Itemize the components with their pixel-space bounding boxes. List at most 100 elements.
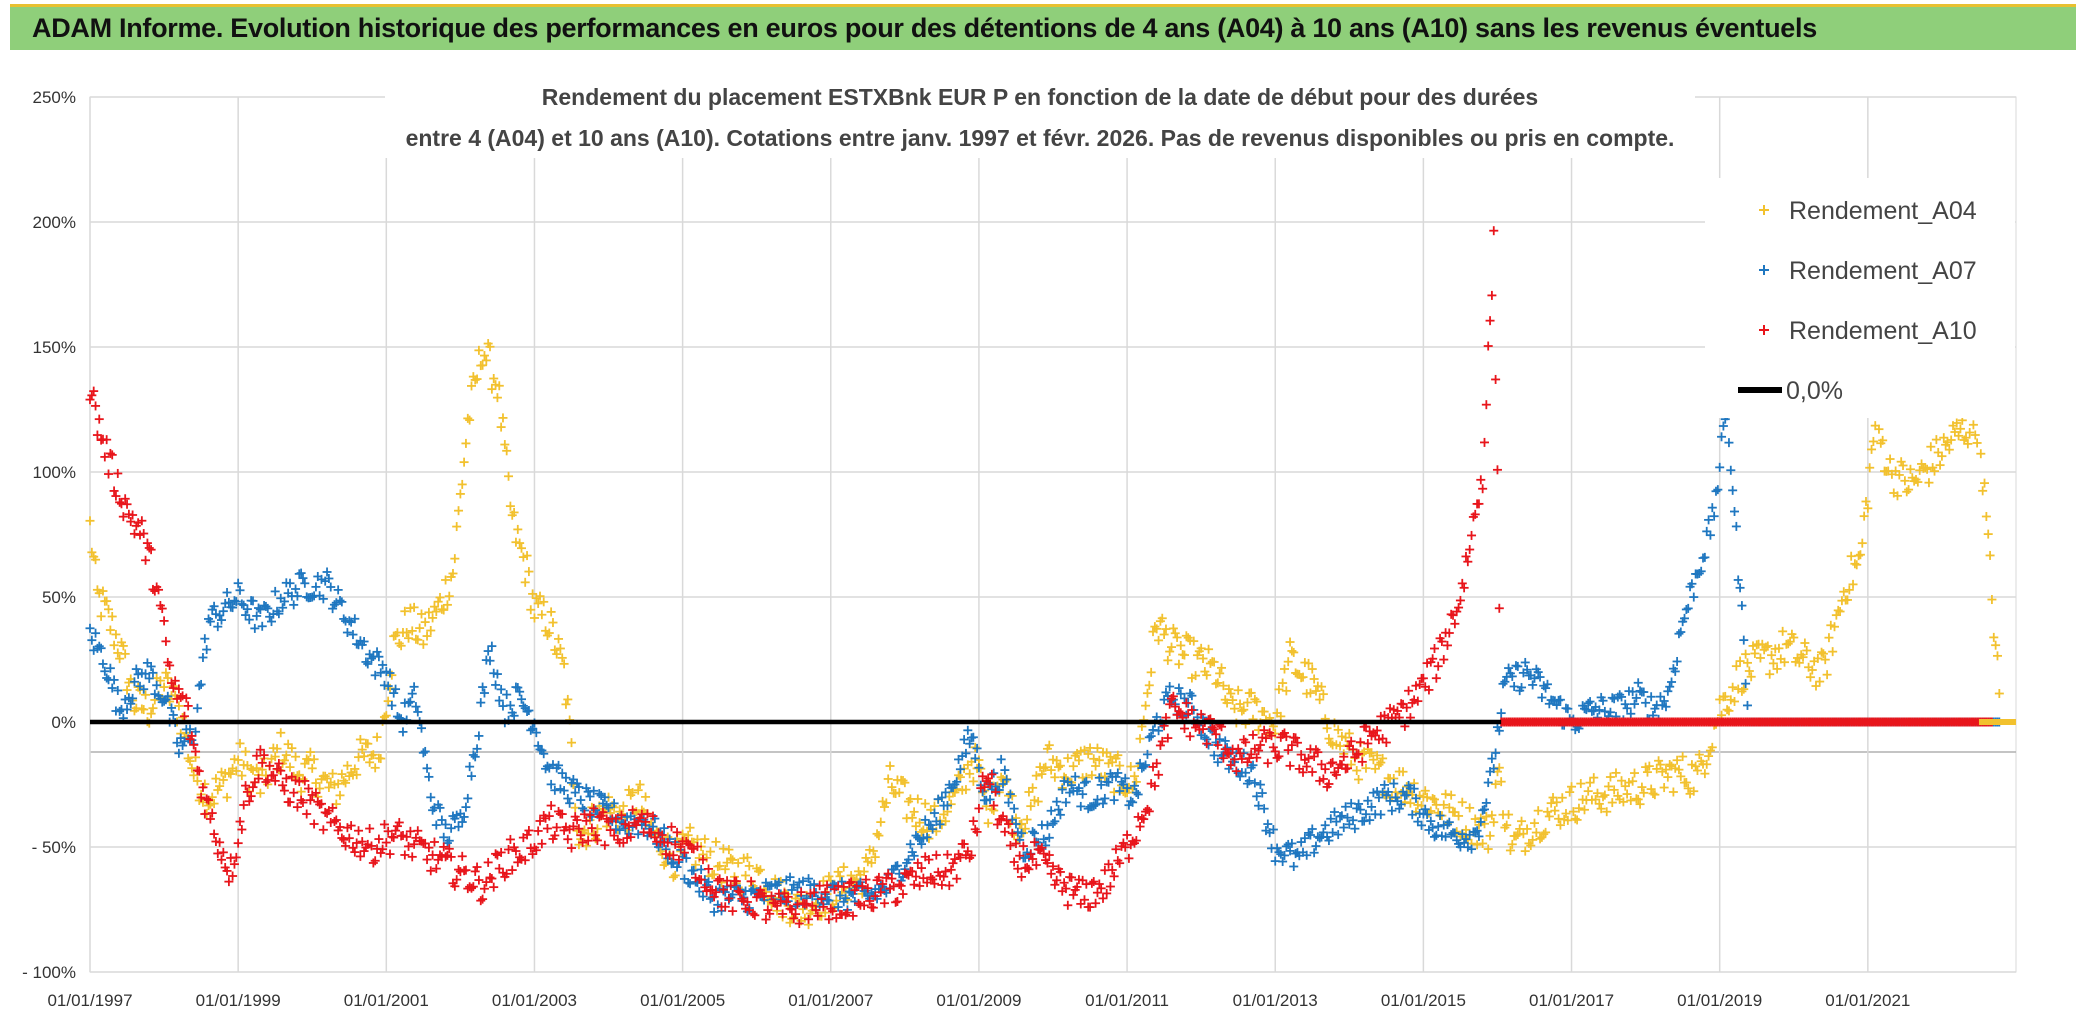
data-point	[1028, 827, 1038, 837]
data-point	[1179, 650, 1189, 660]
data-point	[1517, 816, 1527, 826]
data-point	[209, 799, 219, 809]
data-point	[935, 819, 945, 829]
data-point	[1046, 765, 1056, 775]
data-point	[515, 538, 525, 548]
data-point	[987, 769, 997, 779]
data-point	[1176, 640, 1186, 650]
data-point	[1185, 688, 1195, 698]
data-point	[381, 711, 391, 721]
data-point	[1120, 773, 1130, 783]
data-point	[128, 510, 138, 520]
data-point	[1374, 793, 1384, 803]
data-point	[178, 741, 188, 751]
data-point	[1333, 725, 1343, 735]
data-point	[818, 902, 828, 912]
data-point	[1005, 840, 1015, 850]
data-point	[196, 679, 206, 689]
data-point	[804, 914, 814, 924]
data-point	[1459, 583, 1469, 593]
data-point	[898, 889, 908, 899]
data-point	[1139, 762, 1149, 772]
data-point	[509, 711, 519, 721]
data-point	[1494, 726, 1504, 736]
data-point	[679, 848, 689, 858]
data-point	[1730, 696, 1740, 706]
data-point	[1233, 744, 1243, 754]
data-point	[402, 628, 412, 638]
data-point	[357, 745, 367, 755]
data-point	[196, 793, 206, 803]
data-point	[341, 778, 351, 788]
data-point	[1487, 754, 1497, 764]
data-point	[885, 761, 895, 771]
data-point	[444, 844, 454, 854]
data-point	[1702, 759, 1712, 769]
data-point	[218, 847, 228, 857]
data-point	[254, 774, 264, 784]
data-point	[931, 850, 941, 860]
data-point	[1489, 226, 1499, 236]
data-point	[450, 881, 460, 891]
data-point	[207, 808, 217, 818]
data-point	[266, 617, 276, 627]
data-point	[709, 907, 719, 917]
data-point	[1283, 745, 1293, 755]
data-point	[1478, 838, 1488, 848]
data-point	[1439, 800, 1449, 810]
data-point	[1513, 661, 1523, 671]
data-point	[492, 669, 502, 679]
data-point	[1970, 430, 1980, 440]
data-point	[874, 831, 884, 841]
data-point	[1741, 649, 1751, 659]
data-point	[479, 884, 489, 894]
data-point	[817, 894, 827, 904]
data-point	[794, 919, 804, 929]
data-point	[1242, 757, 1252, 767]
data-point	[667, 859, 677, 869]
data-point	[924, 855, 934, 865]
data-point	[344, 616, 354, 626]
data-point	[696, 875, 706, 885]
data-point	[1089, 877, 1099, 887]
data-point	[385, 849, 395, 859]
x-tick-label: 01/01/2017	[1529, 991, 1614, 1010]
data-point	[557, 653, 567, 663]
data-point	[578, 838, 588, 848]
data-point	[1861, 496, 1871, 506]
data-point	[1113, 768, 1123, 778]
data-point	[1407, 810, 1417, 820]
data-point	[261, 601, 271, 611]
data-point	[1639, 788, 1649, 798]
data-point	[404, 841, 414, 851]
data-point	[1015, 851, 1025, 861]
data-point	[909, 880, 919, 890]
data-point	[1396, 799, 1406, 809]
data-point	[1402, 703, 1412, 713]
data-point	[1481, 812, 1491, 822]
data-point	[552, 649, 562, 659]
data-point	[1039, 763, 1049, 773]
data-point	[239, 800, 249, 810]
data-point	[1154, 635, 1164, 645]
data-point	[1642, 767, 1652, 777]
data-point	[437, 815, 447, 825]
data-point	[222, 792, 232, 802]
data-point	[1176, 689, 1186, 699]
data-point	[1491, 748, 1501, 758]
data-point	[1522, 824, 1532, 834]
chart-title-line-1: Rendement du placement ESTXBnk EUR P en …	[542, 84, 1538, 110]
data-point	[905, 839, 915, 849]
data-point	[1252, 753, 1262, 763]
data-point	[705, 847, 715, 857]
data-point	[1091, 800, 1101, 810]
data-point	[892, 896, 902, 906]
data-point	[659, 823, 669, 833]
data-point	[1500, 677, 1510, 687]
data-point	[1676, 627, 1686, 637]
data-point	[876, 887, 886, 897]
data-point	[1487, 810, 1497, 820]
data-point	[1728, 682, 1738, 692]
data-point	[1142, 749, 1152, 759]
data-point	[139, 705, 149, 715]
